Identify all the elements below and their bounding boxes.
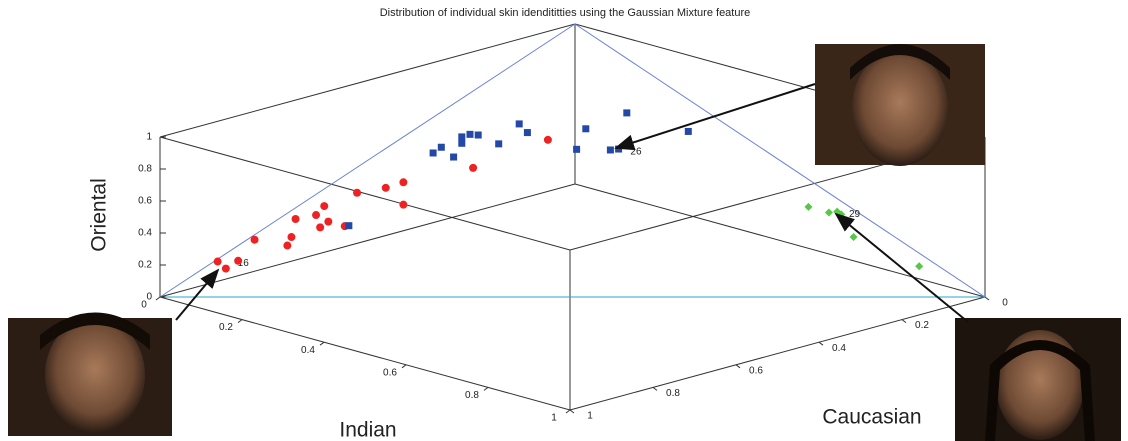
y-tick-label: 0.4	[832, 343, 846, 354]
point	[353, 189, 361, 197]
point	[623, 109, 630, 116]
point	[544, 136, 552, 144]
point	[251, 236, 259, 244]
y-tick-label: 0.2	[915, 320, 929, 331]
point-label: 29	[849, 209, 861, 220]
y-tick-label: 1	[587, 411, 593, 422]
point	[283, 242, 291, 250]
y-tick-label: 0	[1002, 298, 1008, 309]
x-tick	[238, 320, 242, 323]
box-edge	[160, 24, 575, 137]
point	[324, 218, 332, 226]
point	[399, 178, 407, 186]
point	[345, 222, 352, 229]
z-tick-label: 0.4	[138, 228, 152, 239]
y-tick	[570, 410, 574, 413]
x-tick	[320, 342, 324, 345]
point	[607, 146, 614, 153]
z-tick-label: 0.8	[138, 164, 152, 175]
x-tick-label: 0.8	[465, 390, 479, 401]
y-tick	[902, 320, 906, 323]
z-tick-label: 1	[146, 132, 152, 143]
x-tick-label: 0.4	[301, 345, 315, 356]
x-tick	[484, 387, 488, 390]
point	[399, 201, 407, 209]
x-tick-label: 0.6	[383, 367, 397, 378]
y-tick-label: 0.6	[749, 365, 763, 376]
arrow	[176, 270, 218, 320]
point	[312, 211, 320, 219]
arrow	[836, 214, 968, 322]
point	[430, 149, 437, 156]
z-tick-label: 0.2	[138, 260, 152, 271]
x-axis-title: Indian	[339, 419, 396, 441]
x-tick-label: 0.2	[219, 322, 233, 333]
point	[825, 209, 833, 217]
y-axis-title: Caucasian	[822, 406, 921, 429]
point	[850, 233, 858, 241]
box-edge	[160, 137, 570, 250]
photo	[955, 318, 1121, 441]
point	[222, 265, 230, 273]
chart-title: Distribution of individual skin idenditi…	[380, 7, 751, 19]
point	[516, 120, 523, 127]
point	[450, 154, 457, 161]
box-edge	[570, 297, 985, 410]
point	[524, 129, 531, 136]
point	[573, 146, 580, 153]
point	[458, 133, 465, 140]
z-axis-title: Oriental	[88, 178, 111, 252]
x-tick-label: 0	[141, 300, 147, 311]
z-tick-label: 0	[146, 292, 152, 303]
point	[467, 131, 474, 138]
point	[685, 128, 692, 135]
x-tick	[156, 297, 160, 300]
y-tick	[985, 297, 989, 300]
point	[475, 132, 482, 139]
y-tick	[736, 365, 740, 368]
arrow	[616, 84, 815, 148]
box-edge	[575, 184, 985, 297]
y-tick	[653, 387, 657, 390]
point	[287, 233, 295, 241]
x-tick-label: 1	[551, 413, 557, 424]
point	[234, 257, 242, 265]
point	[495, 140, 502, 147]
chart: Distribution of individual skin idenditi…	[0, 0, 1128, 441]
point	[316, 223, 324, 231]
point	[915, 262, 923, 270]
point	[438, 144, 445, 151]
point-label: 26	[630, 147, 642, 158]
photo	[815, 44, 985, 166]
box-edge	[160, 297, 570, 410]
z-tick-label: 0.6	[138, 196, 152, 207]
page: {"chart_data": {"type": "scatter3d", "ti…	[0, 0, 1128, 441]
photo	[8, 313, 172, 437]
y-tick	[819, 342, 823, 345]
y-tick-label: 0.8	[666, 388, 680, 399]
point	[804, 203, 812, 211]
point	[382, 184, 390, 192]
point	[292, 215, 300, 223]
x-tick	[402, 365, 406, 368]
point	[458, 140, 465, 147]
point	[582, 125, 589, 132]
box-diagonal	[160, 24, 575, 297]
x-tick	[566, 410, 570, 413]
point	[469, 164, 477, 172]
box-edge	[160, 184, 575, 297]
point	[320, 202, 328, 210]
point	[214, 258, 222, 266]
